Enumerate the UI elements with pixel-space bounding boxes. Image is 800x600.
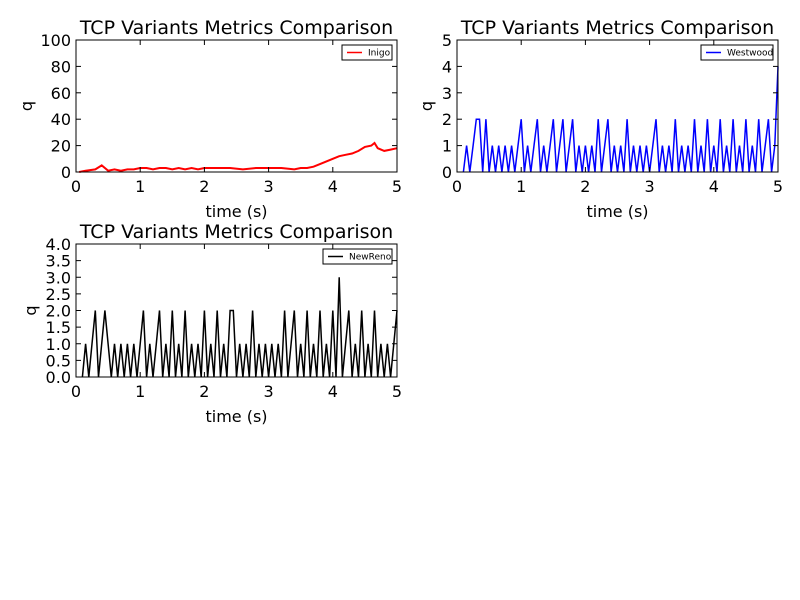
x-tick-label: 4 xyxy=(709,177,719,196)
x-tick-label: 3 xyxy=(264,382,274,401)
x-tick-label: 4 xyxy=(328,382,338,401)
x-tick-label: 5 xyxy=(392,177,402,196)
x-tick-label: 2 xyxy=(199,382,209,401)
x-axis-label: time (s) xyxy=(586,202,648,221)
x-tick-label: 5 xyxy=(392,382,402,401)
x-tick-label: 0 xyxy=(71,382,81,401)
y-axis-label: q xyxy=(417,101,436,111)
x-tick-label: 1 xyxy=(135,382,145,401)
subplot-1: TCP Variants Metrics Comparison 0 1 2 3 4 5 0 20… xyxy=(17,17,402,221)
y-axis-label: q xyxy=(17,101,36,111)
y-tick-label: 1 xyxy=(442,137,452,156)
x-tick-label: 5 xyxy=(773,177,783,196)
chart-title: TCP Variants Metrics Comparison xyxy=(79,221,393,243)
legend: Westwood xyxy=(700,44,774,61)
y-tick-label: 2 xyxy=(442,110,452,129)
y-tick-label: 0.0 xyxy=(46,368,71,387)
y-tick-label: 2.0 xyxy=(46,302,71,321)
x-tick-label: 3 xyxy=(645,177,655,196)
y-tick-label: 40 xyxy=(51,110,71,129)
legend-box xyxy=(700,44,774,61)
axes-frame xyxy=(456,39,779,173)
x-tick-label: 4 xyxy=(328,177,338,196)
axes-frame xyxy=(75,39,398,173)
x-tick-label: 2 xyxy=(580,177,590,196)
series-line-newreno xyxy=(81,277,398,378)
x-tick-label: 3 xyxy=(264,177,274,196)
legend-box xyxy=(322,248,393,265)
y-axis-label: q xyxy=(21,305,40,315)
y-tick-label: 0.5 xyxy=(46,351,71,370)
y-tick-label: 0 xyxy=(442,163,452,182)
x-axis-label: time (s) xyxy=(205,407,267,426)
legend: NewReno xyxy=(322,248,393,265)
subplot-2: TCP Variants Metrics Comparison 0 1 2 3 4 5 0 1 2… xyxy=(417,17,783,221)
x-tick-label: 1 xyxy=(516,177,526,196)
y-tick-label: 3 xyxy=(442,84,452,103)
chart-title: TCP Variants Metrics Comparison xyxy=(79,17,393,39)
y-tick-label: 80 xyxy=(51,57,71,76)
y-tick-label: 5 xyxy=(442,31,452,50)
y-tick-label: 0 xyxy=(61,163,71,182)
y-tick-label: 2.5 xyxy=(46,285,71,304)
legend-label: Westwood xyxy=(727,49,773,59)
legend: Inigo xyxy=(341,44,393,61)
legend-label: NewReno xyxy=(349,253,392,263)
y-tick-label: 1.0 xyxy=(46,335,71,354)
subplot-3: TCP Variants Metrics Comparison 0 1 2 3 4 5 0.0… xyxy=(21,221,402,426)
legend-label: Inigo xyxy=(368,49,391,59)
x-tick-label: 0 xyxy=(71,177,81,196)
y-tick-label: 1.5 xyxy=(46,318,71,337)
x-axis-label: time (s) xyxy=(205,202,267,221)
y-tick-label: 4.0 xyxy=(46,235,71,254)
x-tick-label: 0 xyxy=(452,177,462,196)
chart-title: TCP Variants Metrics Comparison xyxy=(460,17,774,39)
legend-box xyxy=(341,44,393,61)
y-tick-label: 3.0 xyxy=(46,268,71,287)
y-tick-label: 100 xyxy=(40,31,71,50)
y-tick-label: 4 xyxy=(442,57,452,76)
x-tick-label: 2 xyxy=(199,177,209,196)
series-line-westwood xyxy=(462,66,779,173)
series-line-inigo xyxy=(79,141,398,173)
y-tick-label: 3.5 xyxy=(46,252,71,271)
y-tick-label: 60 xyxy=(51,84,71,103)
x-tick-label: 1 xyxy=(135,177,145,196)
y-tick-label: 20 xyxy=(51,137,71,156)
